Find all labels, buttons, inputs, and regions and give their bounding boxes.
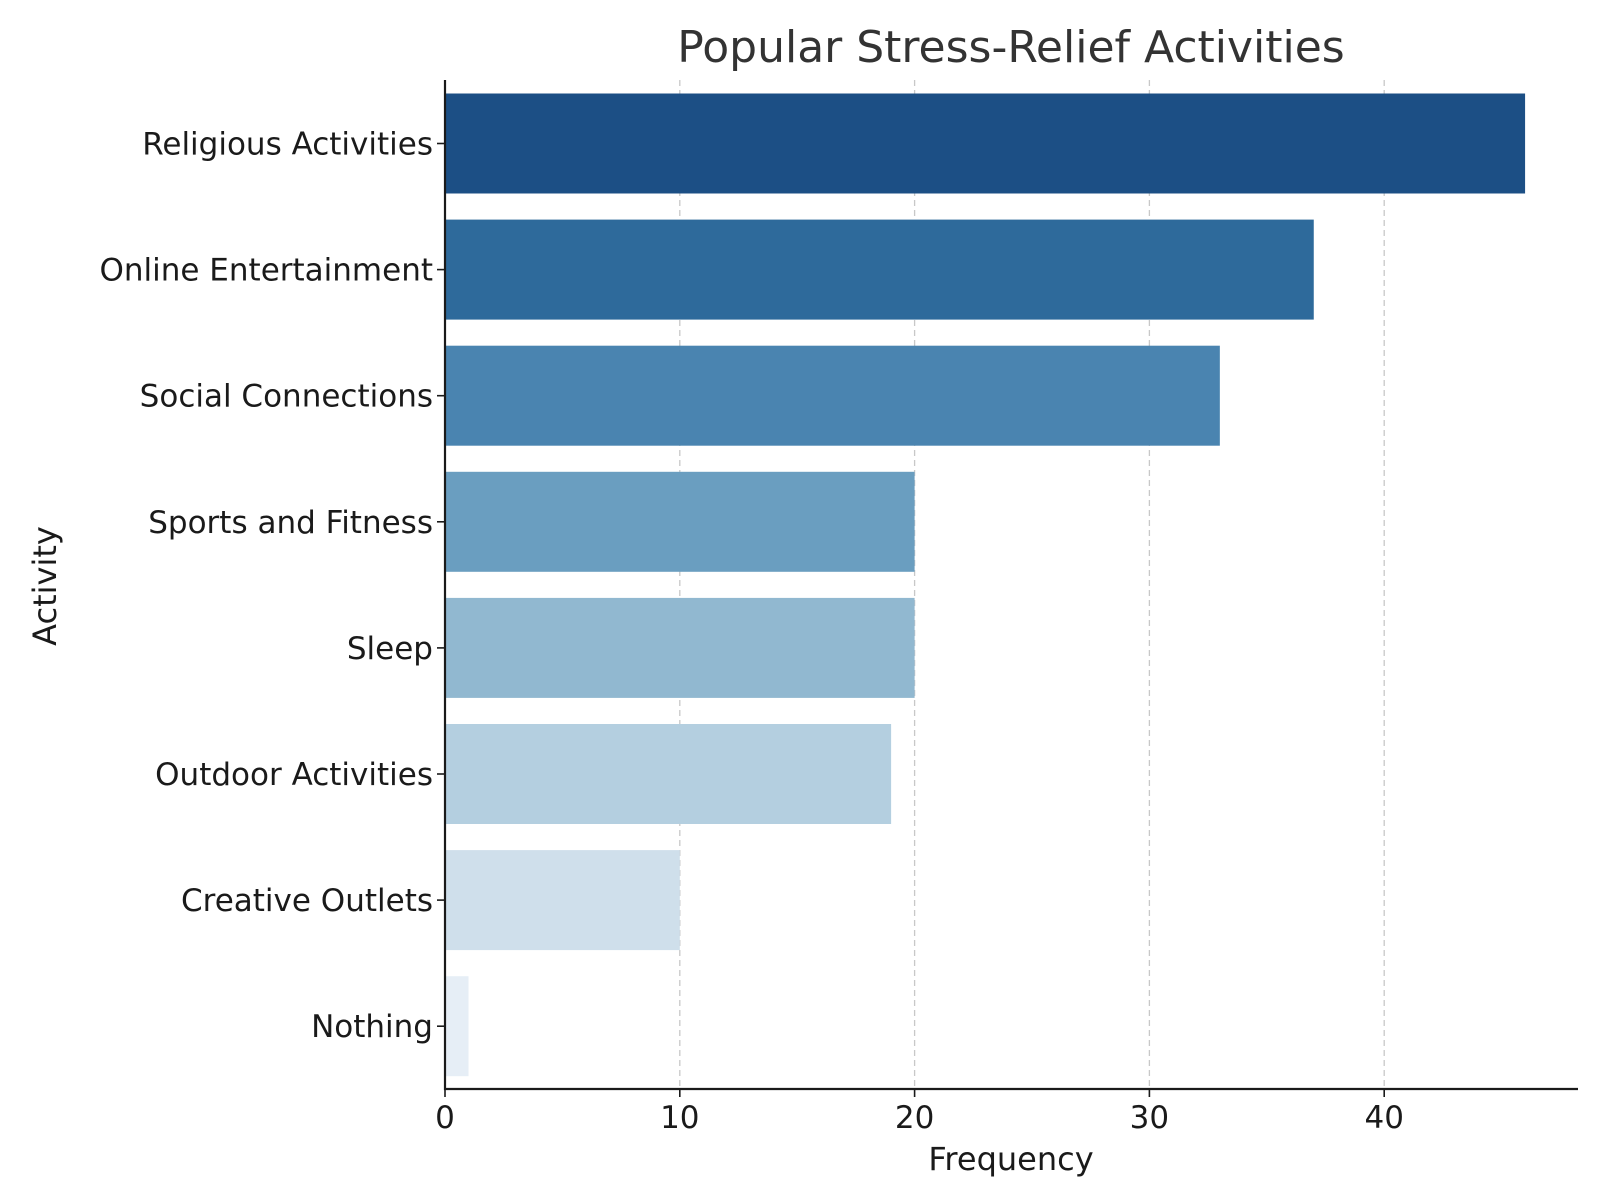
y-tick-label: Religious Activities (142, 127, 433, 163)
x-axis-label: Frequency (928, 1140, 1093, 1178)
bar-social-connections (445, 345, 1220, 446)
bar-online-entertainment (445, 219, 1314, 320)
y-tick-label: Creative Outlets (181, 883, 433, 919)
chart-title: Popular Stress-Relief Activities (677, 22, 1344, 73)
bars (445, 93, 1526, 1077)
bar-nothing (445, 976, 469, 1077)
x-tick-label: 30 (1130, 1100, 1169, 1136)
y-tick-label: Outdoor Activities (155, 757, 433, 793)
y-axis-ticks: Religious Activities Online Entertainment… (99, 127, 445, 1045)
y-tick-label: Online Entertainment (99, 253, 433, 289)
y-tick-label: Social Connections (140, 379, 433, 415)
y-tick-label: Nothing (311, 1009, 433, 1045)
bar-sleep (445, 597, 915, 698)
bar-outdoor-activities (445, 724, 892, 824)
y-axis-label: Activity (26, 526, 64, 646)
x-tick-label: 40 (1364, 1100, 1403, 1136)
x-tick-label: 0 (435, 1100, 455, 1136)
bar-creative-outlets (445, 850, 680, 951)
x-axis-ticks: 0 10 20 30 40 (435, 1089, 1404, 1136)
y-tick-label: Sports and Fitness (148, 505, 433, 541)
x-tick-label: 20 (895, 1100, 934, 1136)
bar-religious-activities (445, 93, 1526, 194)
y-tick-label: Sleep (347, 631, 433, 667)
bar-sports-and-fitness (445, 471, 915, 572)
x-tick-label: 10 (660, 1100, 699, 1136)
